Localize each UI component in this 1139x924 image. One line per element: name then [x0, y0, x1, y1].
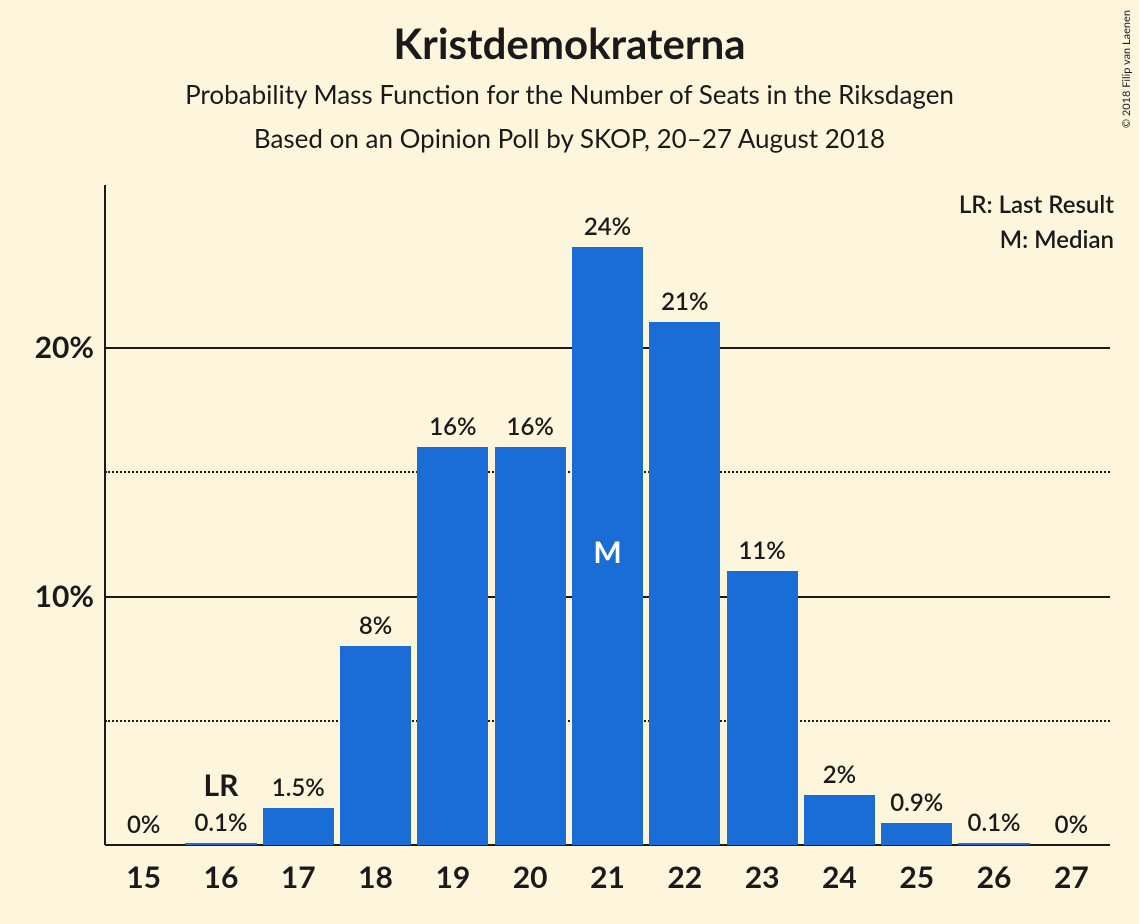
chart-plot-area: 0%150.1%161.5%178%1816%1916%2024%2121%22… [105, 185, 1110, 845]
bar-value-label: 11% [738, 536, 785, 565]
bar-annotation: LR [204, 767, 239, 803]
xtick-label: 26 [977, 859, 1012, 895]
bar-value-label: 16% [507, 412, 554, 441]
chart-subtitle-1: Probability Mass Function for the Number… [0, 78, 1139, 110]
bar [185, 843, 256, 845]
xtick-label: 15 [126, 859, 161, 895]
xtick-label: 20 [513, 859, 548, 895]
chart-subtitle-2: Based on an Opinion Poll by SKOP, 20–27 … [0, 122, 1139, 154]
chart-title: Kristdemokraterna [0, 18, 1139, 68]
bar [263, 808, 334, 845]
bar-value-label: 8% [359, 611, 392, 640]
bar-value-label: 2% [823, 760, 856, 789]
bar-value-label: 24% [584, 212, 631, 241]
bar-value-label: 0.1% [194, 808, 247, 837]
bar [958, 843, 1029, 845]
bar-value-label: 21% [661, 287, 708, 316]
bar-value-label: 16% [429, 412, 476, 441]
bar [881, 823, 952, 845]
bar [495, 447, 566, 845]
ytick-label: 10% [35, 578, 94, 614]
bar-value-label: 0.9% [890, 788, 943, 817]
xtick-label: 23 [745, 859, 780, 895]
bar [727, 571, 798, 845]
xtick-label: 21 [590, 859, 625, 895]
bar [649, 322, 720, 845]
bar-value-label: 0% [127, 810, 160, 839]
xtick-label: 19 [435, 859, 470, 895]
credit-text: © 2018 Filip van Laenen [1120, 10, 1133, 128]
bar [340, 646, 411, 845]
xtick-label: 25 [899, 859, 934, 895]
bar-value-label: 0.1% [968, 808, 1021, 837]
xtick-label: 18 [358, 859, 393, 895]
bar-annotation: M [593, 534, 621, 570]
xtick-label: 16 [204, 859, 239, 895]
ytick-label: 20% [35, 329, 94, 365]
bar-value-label: 1.5% [272, 773, 325, 802]
xtick-label: 22 [667, 859, 702, 895]
y-axis [104, 185, 106, 845]
xtick-label: 24 [822, 859, 857, 895]
bar-value-label: 0% [1055, 810, 1088, 839]
xtick-label: 17 [281, 859, 316, 895]
bar [804, 795, 875, 845]
bar [417, 447, 488, 845]
xtick-label: 27 [1054, 859, 1089, 895]
